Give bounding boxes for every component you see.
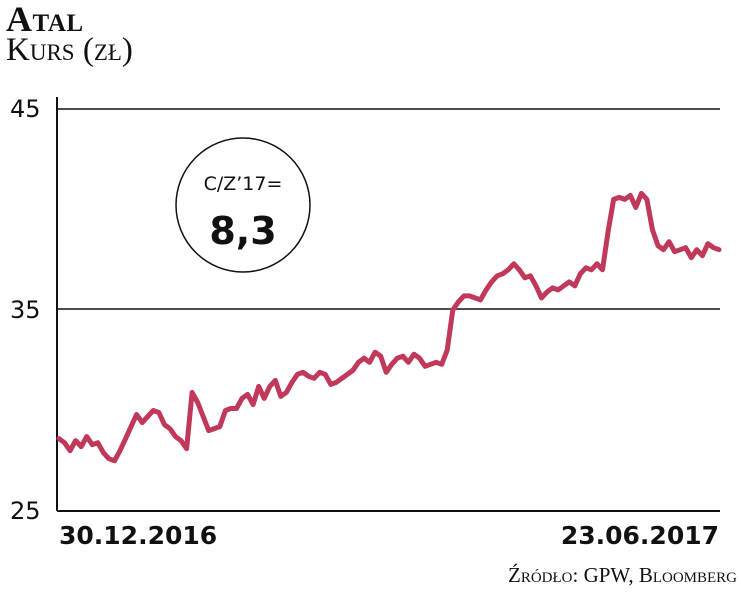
pe-callout-value: 8,3 [209,209,276,253]
x-tick-start: 30.12.2016 [59,521,217,550]
chart-title: Atal [6,0,84,39]
source-note: Źródło: GPW, Bloomberg [508,563,737,587]
y-tick-35: 35 [10,296,41,324]
y-tick-45: 45 [10,95,41,123]
x-tick-end: 23.06.2017 [561,521,719,550]
chart-subtitle: Kurs (zł) [6,32,133,68]
pe-callout-circle [175,137,311,273]
price-line-series [56,190,722,464]
pe-callout-label: C/Z’17= [204,173,283,195]
y-tick-25: 25 [10,497,41,525]
